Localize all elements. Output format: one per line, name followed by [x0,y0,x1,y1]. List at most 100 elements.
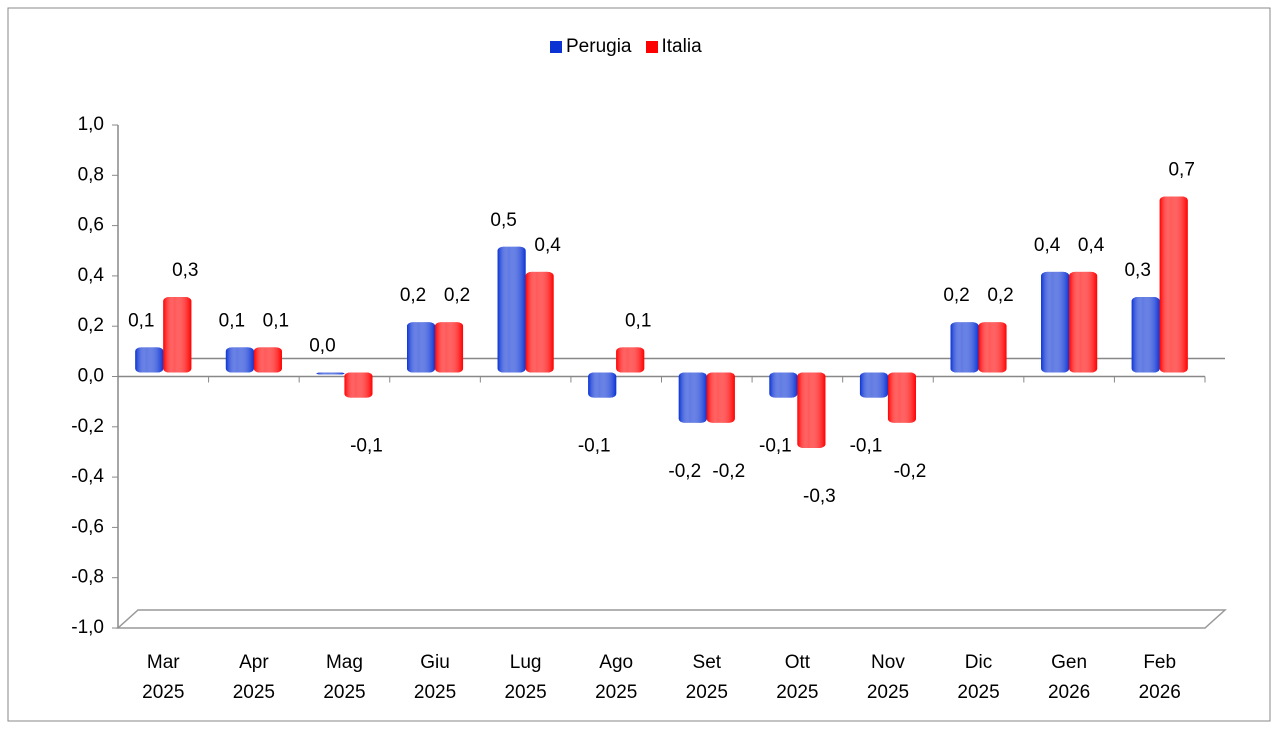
bar-shade [978,322,1007,373]
bar-shade [435,322,464,373]
bar-shade [859,372,888,398]
value-label: 0,4 [534,235,561,256]
bar-group [588,372,617,398]
bar-group [887,372,916,423]
bar-group [678,372,707,423]
bar-group [616,347,645,373]
bar-group [316,372,345,375]
legend-item: Perugia [550,36,632,58]
x-tick-label: Gen 2026 [1047,652,1091,703]
x-tick-label: Dic 2025 [957,652,1000,703]
x-tick-label: Set 2025 [685,652,728,703]
value-label: -0,3 [803,486,836,507]
bar-group [407,322,436,373]
legend-swatch [550,41,562,53]
x-tick-label: Apr 2025 [232,652,276,703]
bar-shade [135,347,164,373]
bar-group [859,372,888,398]
bar-shade [769,372,798,398]
bar-group [435,322,464,373]
bar-group [1159,196,1188,373]
y-tick-label: -1,0 [71,617,104,638]
value-label: -0,2 [668,461,701,482]
value-label: 0,1 [128,310,154,331]
bar-shade [497,246,526,373]
value-label: 0,1 [263,310,289,331]
value-label: 0,5 [490,210,516,231]
bar-group [225,347,254,373]
bar-shade [1069,271,1098,373]
value-label: -0,2 [894,461,927,482]
y-tick-label: 0,2 [78,315,104,336]
x-tick-label: Nov 2025 [866,652,910,703]
value-label: 0,2 [400,285,426,306]
bar-shade [1159,196,1188,373]
value-label: 0,3 [1124,260,1150,281]
bar-shade [588,372,617,398]
y-tick-label: 0,0 [78,366,104,387]
value-label: -0,1 [578,436,611,457]
x-tick-label: Ott 2025 [776,652,819,703]
y-tick-label: -0,6 [71,516,104,537]
y-tick-label: 1,0 [78,114,104,135]
bar-shade [225,347,254,373]
bar-group [706,372,735,423]
x-tick-label: Mar 2025 [142,652,185,703]
x-tick-label: Feb 2026 [1138,652,1181,703]
value-label: -0,1 [759,436,792,457]
bar-group [344,372,373,398]
legend-label: Italia [661,36,702,57]
bar-shade [525,271,554,373]
x-tick-label: Mag 2025 [323,652,366,703]
bar-group [1069,271,1098,373]
bar-shade [163,297,192,373]
value-label: 0,7 [1168,159,1194,180]
bar-shade [1131,297,1160,373]
bar-shade [344,372,373,398]
bar-shade [706,372,735,423]
bar-group [950,322,979,373]
bar-group [769,372,798,398]
value-label: 0,2 [444,285,470,306]
value-label: 0,1 [625,310,651,331]
bar-shade [1041,271,1070,373]
bar-group [163,297,192,373]
x-tick-label: Ago 2025 [595,652,638,703]
value-label: -0,1 [850,436,883,457]
bar-shade [678,372,707,423]
floor [116,609,1227,629]
value-label: -0,2 [712,461,745,482]
bar-group [135,347,164,373]
bar-group [978,322,1007,373]
bar-shade [253,347,282,373]
y-tick-label: -0,8 [71,567,104,588]
bar-shade [407,322,436,373]
y-tick-label: 0,4 [78,265,105,286]
bar-shade [797,372,826,448]
y-tick-label: 0,6 [78,215,104,236]
x-tick-label: Lug 2025 [504,652,547,703]
value-label: -0,1 [350,436,383,457]
bar-group [253,347,282,373]
bar-group [1041,271,1070,373]
legend-swatch [645,41,658,53]
value-label: 0,3 [172,260,198,281]
bar-group [525,271,554,373]
x-tick-label: Giu 2025 [413,652,457,703]
bar-group [497,246,526,373]
y-tick-label: -0,4 [71,466,104,487]
y-tick-label: -0,2 [71,416,104,437]
value-label: 0,4 [1078,235,1105,256]
value-label: 0,4 [1034,235,1061,256]
legend-item: Italia [645,36,702,58]
y-tick-label: 0,8 [78,164,104,185]
bar-shade [616,347,645,373]
chart-border [7,7,1271,722]
bar-shade [316,372,345,375]
value-label: 0,1 [219,310,245,331]
value-label: 0,2 [943,285,969,306]
value-label: 0,2 [987,285,1013,306]
bar-group [1131,297,1160,373]
